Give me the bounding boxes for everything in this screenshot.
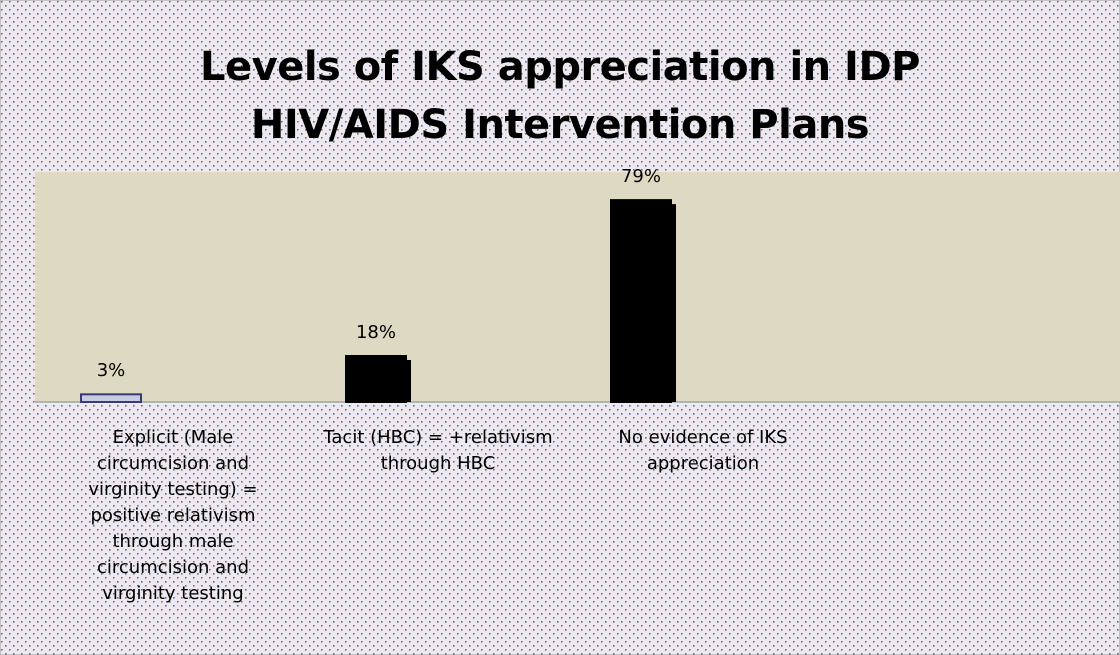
value-label: 18% [355, 322, 396, 343]
value-label: 79% [620, 166, 661, 188]
chart-title: Levels of IKS appreciation in IDP HIV/AI… [200, 44, 920, 148]
x-tick-label: No evidence of IKS appreciation [618, 427, 788, 474]
plot-area [35, 172, 1120, 402]
bar [610, 199, 672, 403]
x-tick-label: Tacit (HBC) = +relativism through HBC [323, 427, 553, 474]
x-tick-label: Explicit (Male circumcision and virginit… [88, 427, 258, 604]
bar [80, 393, 142, 404]
bar [345, 355, 407, 403]
value-label: 3% [96, 360, 126, 382]
